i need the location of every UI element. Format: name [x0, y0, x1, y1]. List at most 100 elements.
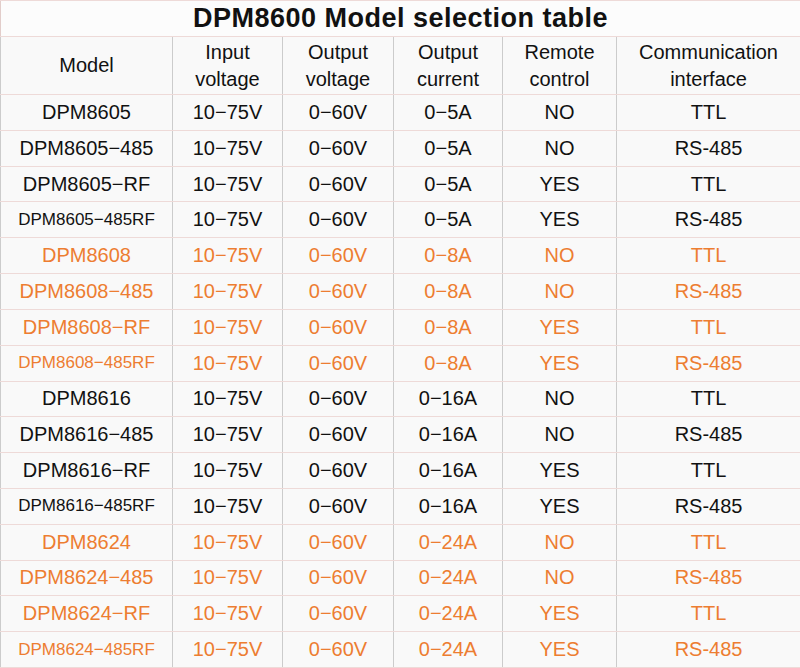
cell-communication-interface: RS-485: [617, 488, 800, 524]
cell-input-voltage: 10−75V: [173, 202, 283, 238]
cell-remote-control: YES: [503, 202, 617, 238]
cell-output-voltage: 0−60V: [283, 202, 394, 238]
table-row: DPM8624−485RF 10−75V 0−60V 0−24A YES RS-…: [1, 632, 800, 668]
cell-output-current: 0−5A: [394, 166, 503, 202]
cell-model: DPM8616−485RF: [1, 488, 173, 524]
cell-input-voltage: 10−75V: [173, 632, 283, 668]
cell-input-voltage: 10−75V: [173, 417, 283, 453]
cell-input-voltage: 10−75V: [173, 309, 283, 345]
cell-output-current: 0−5A: [394, 95, 503, 131]
cell-output-current: 0−8A: [394, 238, 503, 274]
cell-output-current: 0−8A: [394, 309, 503, 345]
table-row: DPM8616 10−75V 0−60V 0−16A NO TTL: [1, 381, 800, 417]
cell-remote-control: NO: [503, 381, 617, 417]
cell-communication-interface: RS-485: [617, 632, 800, 668]
table-row: DPM8616−485RF 10−75V 0−60V 0−16A YES RS-…: [1, 488, 800, 524]
cell-input-voltage: 10−75V: [173, 238, 283, 274]
cell-output-current: 0−8A: [394, 345, 503, 381]
cell-model: DPM8605: [1, 95, 173, 131]
table-row: DPM8608−RF 10−75V 0−60V 0−8A YES TTL: [1, 309, 800, 345]
cell-communication-interface: TTL: [617, 524, 800, 560]
cell-output-current: 0−24A: [394, 524, 503, 560]
cell-model: DPM8624−485: [1, 560, 173, 596]
cell-remote-control: NO: [503, 274, 617, 310]
cell-communication-interface: TTL: [617, 95, 800, 131]
table-row: DPM8605−RF 10−75V 0−60V 0−5A YES TTL: [1, 166, 800, 202]
cell-output-voltage: 0−60V: [283, 238, 394, 274]
cell-input-voltage: 10−75V: [173, 488, 283, 524]
cell-communication-interface: TTL: [617, 309, 800, 345]
cell-model: DPM8605−485RF: [1, 202, 173, 238]
cell-model: DPM8624−485RF: [1, 632, 173, 668]
cell-remote-control: NO: [503, 524, 617, 560]
cell-output-voltage: 0−60V: [283, 524, 394, 560]
cell-model: DPM8624: [1, 524, 173, 560]
cell-model: DPM8608−485: [1, 274, 173, 310]
cell-input-voltage: 10−75V: [173, 130, 283, 166]
cell-output-voltage: 0−60V: [283, 274, 394, 310]
cell-communication-interface: RS-485: [617, 345, 800, 381]
cell-communication-interface: TTL: [617, 166, 800, 202]
cell-communication-interface: TTL: [617, 453, 800, 489]
cell-output-current: 0−16A: [394, 417, 503, 453]
cell-output-current: 0−5A: [394, 130, 503, 166]
cell-remote-control: YES: [503, 488, 617, 524]
table-row: DPM8608−485 10−75V 0−60V 0−8A NO RS-485: [1, 274, 800, 310]
table-row: DPM8605−485 10−75V 0−60V 0−5A NO RS-485: [1, 130, 800, 166]
cell-output-voltage: 0−60V: [283, 560, 394, 596]
cell-input-voltage: 10−75V: [173, 453, 283, 489]
table-row: DPM8616−485 10−75V 0−60V 0−16A NO RS-485: [1, 417, 800, 453]
cell-output-voltage: 0−60V: [283, 309, 394, 345]
table-row: DPM8624 10−75V 0−60V 0−24A NO TTL: [1, 524, 800, 560]
cell-output-current: 0−24A: [394, 632, 503, 668]
column-header-remote-control: Remote control: [503, 37, 617, 95]
cell-communication-interface: RS-485: [617, 130, 800, 166]
cell-model: DPM8616−RF: [1, 453, 173, 489]
cell-output-current: 0−16A: [394, 381, 503, 417]
cell-input-voltage: 10−75V: [173, 166, 283, 202]
cell-input-voltage: 10−75V: [173, 524, 283, 560]
cell-communication-interface: TTL: [617, 381, 800, 417]
cell-remote-control: YES: [503, 166, 617, 202]
cell-output-voltage: 0−60V: [283, 166, 394, 202]
cell-input-voltage: 10−75V: [173, 596, 283, 632]
cell-remote-control: YES: [503, 596, 617, 632]
page-title: DPM8600 Model selection table: [1, 1, 800, 37]
cell-model: DPM8616−485: [1, 417, 173, 453]
cell-remote-control: YES: [503, 345, 617, 381]
table-row: DPM8624−485 10−75V 0−60V 0−24A NO RS-485: [1, 560, 800, 596]
cell-remote-control: YES: [503, 632, 617, 668]
table-body: DPM8605 10−75V 0−60V 0−5A NO TTL DPM8605…: [1, 95, 800, 668]
cell-output-voltage: 0−60V: [283, 345, 394, 381]
column-header-output-voltage: Output voltage: [283, 37, 394, 95]
cell-model: DPM8608−485RF: [1, 345, 173, 381]
cell-output-current: 0−24A: [394, 560, 503, 596]
cell-model: DPM8605−485: [1, 130, 173, 166]
cell-model: DPM8616: [1, 381, 173, 417]
table-row: DPM8605 10−75V 0−60V 0−5A NO TTL: [1, 95, 800, 131]
cell-remote-control: NO: [503, 560, 617, 596]
cell-model: DPM8624−RF: [1, 596, 173, 632]
cell-remote-control: NO: [503, 417, 617, 453]
title-row: DPM8600 Model selection table: [1, 1, 800, 37]
cell-communication-interface: RS-485: [617, 417, 800, 453]
cell-remote-control: NO: [503, 238, 617, 274]
table-row: DPM8616−RF 10−75V 0−60V 0−16A YES TTL: [1, 453, 800, 489]
cell-output-current: 0−24A: [394, 596, 503, 632]
column-header-communication-interface: Communication interface: [617, 37, 800, 95]
cell-communication-interface: RS-485: [617, 202, 800, 238]
cell-input-voltage: 10−75V: [173, 345, 283, 381]
cell-communication-interface: TTL: [617, 238, 800, 274]
table-header-row: Model Input voltage Output voltage Outpu…: [1, 37, 800, 95]
column-header-input-voltage: Input voltage: [173, 37, 283, 95]
cell-model: DPM8605−RF: [1, 166, 173, 202]
cell-output-voltage: 0−60V: [283, 488, 394, 524]
table-row: DPM8605−485RF 10−75V 0−60V 0−5A YES RS-4…: [1, 202, 800, 238]
cell-remote-control: NO: [503, 130, 617, 166]
cell-remote-control: YES: [503, 309, 617, 345]
table-row: DPM8608 10−75V 0−60V 0−8A NO TTL: [1, 238, 800, 274]
cell-output-voltage: 0−60V: [283, 95, 394, 131]
table-row: DPM8608−485RF 10−75V 0−60V 0−8A YES RS-4…: [1, 345, 800, 381]
cell-model: DPM8608: [1, 238, 173, 274]
cell-output-current: 0−16A: [394, 453, 503, 489]
